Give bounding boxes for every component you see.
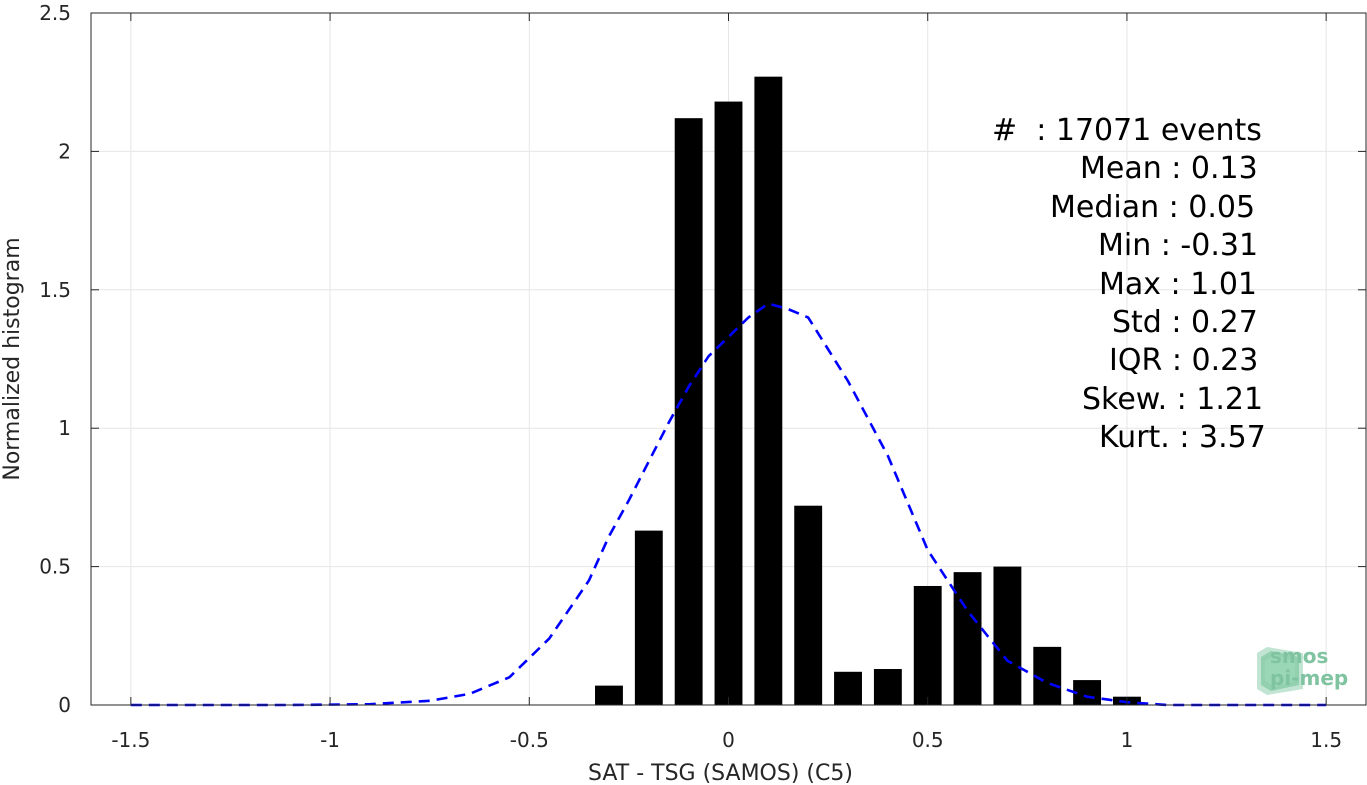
y-tick-label: 2.5 xyxy=(39,1,71,25)
y-tick-label: 1.5 xyxy=(39,278,71,302)
x-tick-label: -0.5 xyxy=(510,728,549,752)
x-tick-label: 0.5 xyxy=(912,728,944,752)
x-axis-label: SAT - TSG (SAMOS) (C5) xyxy=(588,761,853,785)
y-tick-label: 2 xyxy=(58,139,71,163)
stat-min: Min : -0.31 xyxy=(1098,228,1259,264)
stat-std: Std : 0.27 xyxy=(1112,305,1258,341)
x-tick-label: -1 xyxy=(320,728,340,752)
histogram-bar xyxy=(794,505,823,705)
stat-kurt: Kurt. : 3.57 xyxy=(1099,420,1266,456)
y-tick-label: 0.5 xyxy=(39,555,71,579)
y-tick-label: 0 xyxy=(58,693,71,717)
histogram-bar xyxy=(754,76,783,705)
stat-iqr: IQR : 0.23 xyxy=(1109,343,1259,379)
histogram-bar xyxy=(595,685,623,705)
stats-box: # : 17071 events Mean : 0.13 Median : 0.… xyxy=(960,112,1290,458)
histogram-bar xyxy=(993,566,1022,705)
histogram-bar xyxy=(913,585,942,705)
histogram-bar xyxy=(953,572,982,705)
histogram-bar xyxy=(1033,646,1062,705)
y-tick-label: 1 xyxy=(58,416,71,440)
logo-line1: smos xyxy=(1270,644,1329,668)
x-tick-labels: -1.5 -1 -0.5 0 0.5 1 1.5 xyxy=(111,728,1342,752)
y-axis-label: Normalized histogram xyxy=(0,237,25,480)
fit-curve xyxy=(130,302,1327,707)
histogram-bar xyxy=(1073,680,1102,705)
stat-median: Median : 0.05 xyxy=(1050,189,1256,225)
histogram-bar xyxy=(634,530,663,705)
stat-events: # : 17071 events xyxy=(992,113,1262,148)
axis-ticks xyxy=(91,12,1366,706)
smos-logo-icon xyxy=(1257,647,1303,695)
stat-max: Max : 1.01 xyxy=(1099,266,1257,302)
x-tick-label: 1 xyxy=(1121,728,1134,752)
stat-skew: Skew. : 1.21 xyxy=(1082,381,1264,417)
histogram-bar xyxy=(873,669,902,705)
x-tick-label: -1.5 xyxy=(111,728,150,752)
logo-line2: pi-mep xyxy=(1270,666,1349,690)
stat-mean: Mean : 0.13 xyxy=(1080,151,1258,187)
histogram-bar xyxy=(674,118,703,705)
histogram-bars xyxy=(595,76,1141,706)
y-tick-labels: 0 0.5 1 1.5 2 2.5 xyxy=(39,1,71,717)
x-tick-label: 1.5 xyxy=(1310,728,1342,752)
histogram-bar xyxy=(714,101,743,706)
smos-logo-text: smos pi-mep xyxy=(1270,645,1348,689)
histogram-bar xyxy=(834,671,862,705)
x-tick-label: 0 xyxy=(722,728,735,752)
